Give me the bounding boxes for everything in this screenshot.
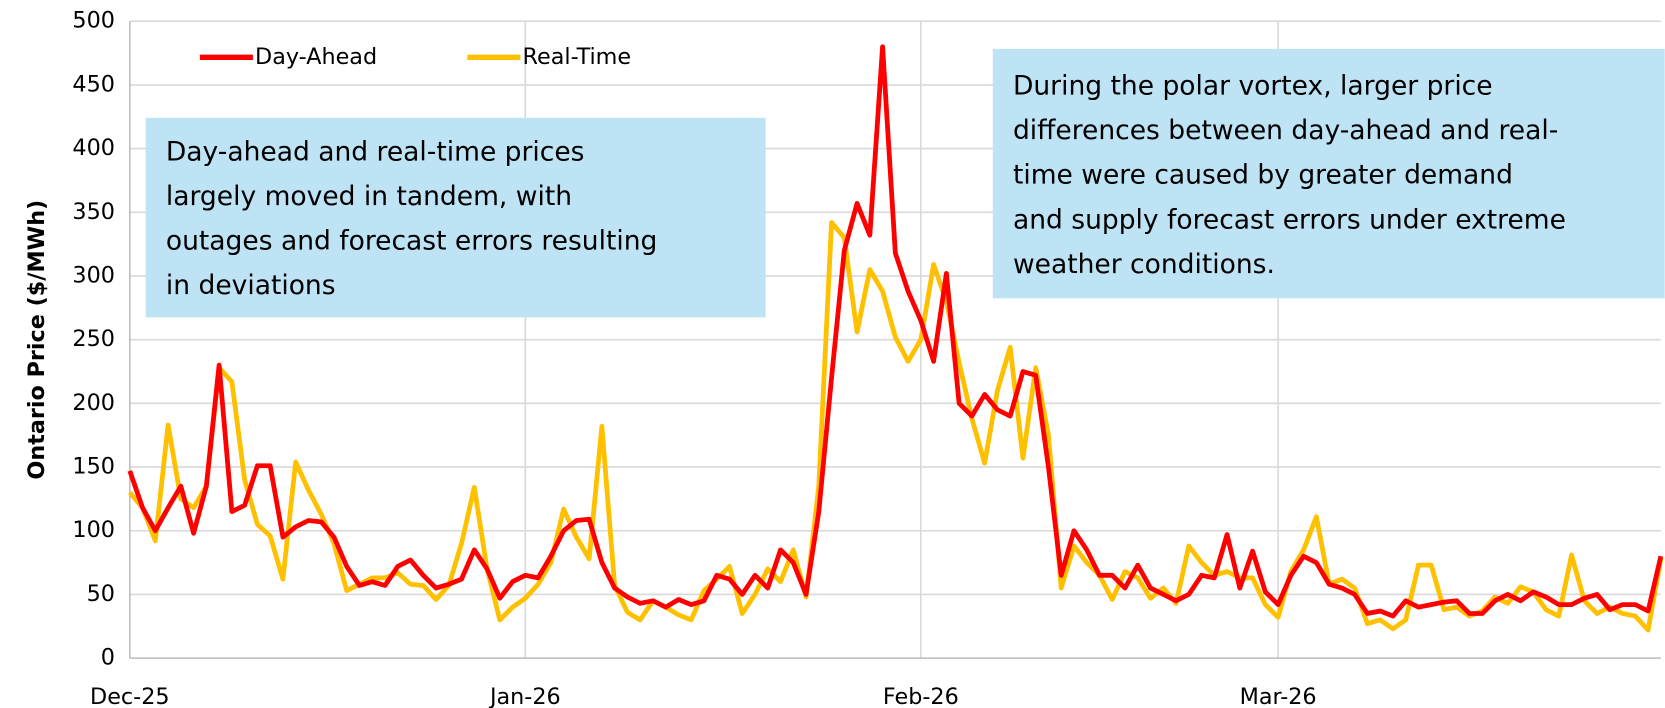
x-tick-label: Jan-26 [488,684,561,708]
annotation-box [145,117,766,318]
annotation-text: Day-ahead and real-time prices [166,136,585,167]
legend-label: Day-Ahead [255,44,377,70]
series-line [127,220,1664,633]
annotation-text: outages and forecast errors resulting [166,226,657,257]
y-tick-label: 400 [72,135,115,161]
y-tick-label: 350 [72,199,115,225]
y-axis-label: Ontario Price ($/MWh) [24,200,50,480]
annotation-text: in deviations [166,270,336,301]
annotation-text: and supply forecast errors under extreme [1013,204,1566,235]
annotation-text: weather conditions. [1013,249,1275,280]
annotation-text: differences between day-ahead and real- [1013,115,1558,146]
x-tick-label: Dec-25 [90,684,170,708]
y-tick-label: 300 [72,262,115,288]
y-tick-label: 150 [72,454,115,480]
y-tick-label: 500 [72,8,115,34]
annotation-text: largely moved in tandem, with [166,181,572,212]
y-tick-label: 0 [101,645,115,671]
annotation-text: During the polar vortex, larger price [1013,71,1493,102]
annotation-text: time were caused by greater demand [1013,160,1513,191]
x-tick-label: Feb-26 [883,684,959,708]
legend-label: Real-Time [523,44,632,70]
x-tick-label: Mar-26 [1240,684,1317,708]
annotation-box [992,48,1665,299]
y-tick-label: 450 [72,71,115,97]
y-tick-label: 250 [72,326,115,352]
series-line [127,44,1664,619]
y-tick-label: 50 [87,581,115,607]
y-tick-label: 200 [72,390,115,416]
y-tick-label: 100 [72,517,115,543]
